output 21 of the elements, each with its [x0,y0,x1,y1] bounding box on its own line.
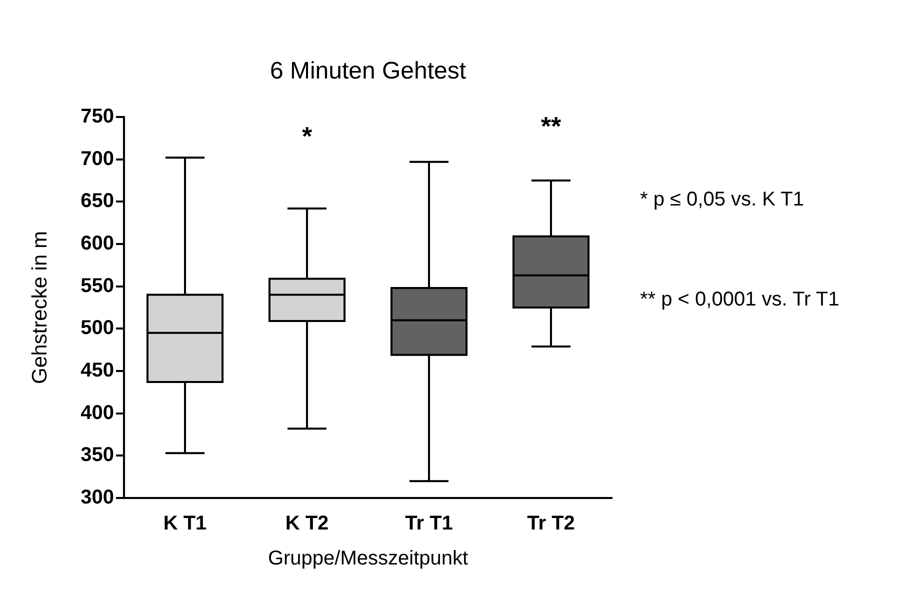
y-tick-label: 550 [80,274,114,297]
x-tick-label: K T2 [285,512,329,535]
y-tick-label: 500 [80,317,114,340]
y-tick-label: 750 [80,106,114,128]
annotation: * [302,121,313,152]
y-tick-label: 300 [80,486,114,509]
x-tick-label: Tr T2 [527,512,575,535]
text: * p ≤ 0,05 vs. K T1 [640,188,804,211]
y-axis-title: Gehstrecke in m [28,231,52,384]
y-tick-label: 350 [80,444,114,466]
y-tick-label: 450 [80,360,114,382]
y-tick-label: 600 [80,232,114,255]
text: ** p < 0,0001 vs. Tr T1 [640,288,840,311]
y-tick-label: 700 [80,148,114,170]
y-tick-label: 400 [80,402,114,424]
x-tick-label: Tr T1 [405,512,453,535]
annotation: ** [540,111,562,142]
x-tick-label: K T1 [163,512,207,535]
chart-title: 6 Minuten Gehtest [270,58,466,85]
y-tick-label: 650 [80,190,114,212]
x-axis-title: Gruppe/Messzeitpunkt [268,548,468,570]
